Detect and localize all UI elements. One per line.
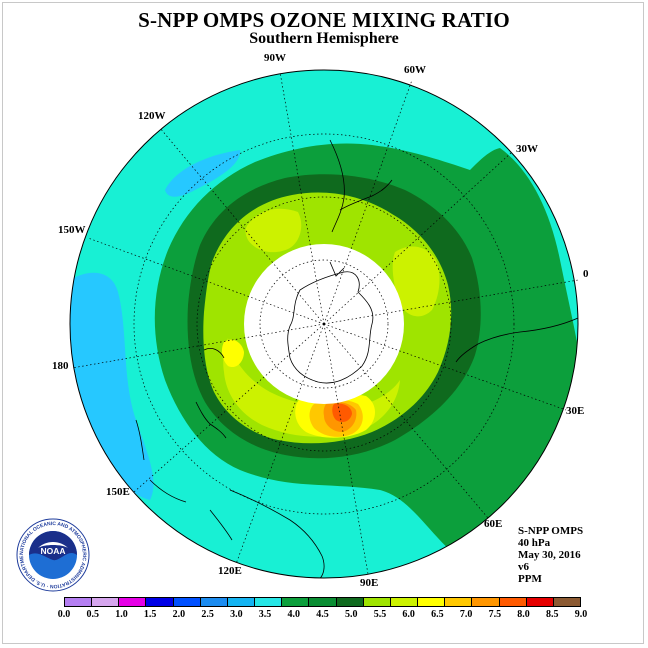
legend-tick-label: 1.5: [143, 609, 157, 620]
legend-swatch: [363, 598, 391, 606]
lon-label-150w: 150W: [58, 224, 86, 236]
ozone-band-5.5-north: [245, 208, 302, 253]
lon-label-30e: 30E: [566, 405, 585, 417]
legend-tick-label: 4.0: [287, 609, 301, 620]
noaa-logo-text: NOAA: [40, 546, 65, 556]
new-zealand-outline: [195, 348, 227, 439]
legend-swatch: [390, 598, 419, 606]
noaa-logo: NATIONAL OCEANIC AND ATMOSPHERIC ADMINIS…: [16, 518, 90, 592]
legend-tick-label: 3.0: [230, 609, 243, 620]
legend-swatch: [92, 598, 120, 606]
lon-label-120w: 120W: [138, 110, 166, 122]
legend-swatch: [526, 598, 554, 606]
info-version: v6: [518, 561, 529, 573]
lon-label-60w: 60W: [404, 64, 426, 76]
legend-tick-label: 5.0: [344, 609, 358, 620]
legend-tick-label: 2.5: [201, 609, 214, 620]
legend-swatch: [227, 598, 256, 606]
legend-swatch: [119, 598, 147, 606]
legend-tick-label: 7.5: [488, 609, 502, 620]
map-title: S-NPP OMPS OZONE MIXING RATIO: [138, 8, 510, 32]
legend-tick-label: 3.5: [258, 609, 272, 620]
legend-swatch: [418, 598, 446, 606]
info-level: 40 hPa: [518, 537, 551, 549]
lon-label-0: 0: [583, 268, 589, 280]
legend-swatch: [309, 598, 337, 606]
lon-label-150e: 150E: [106, 486, 130, 498]
ozone-low-patch-west: [70, 272, 154, 500]
legend-tick-label: 2.0: [172, 609, 186, 620]
legend-tick-label: 8.0: [517, 609, 530, 620]
info-date: May 30, 2016: [518, 549, 581, 561]
legend-swatch: [472, 598, 500, 606]
lon-label-90w: 90W: [264, 52, 286, 64]
legend-swatch: [336, 598, 364, 606]
legend-tick-label: 4.5: [316, 609, 329, 620]
africa-outline: [455, 317, 578, 363]
legend-swatch: [553, 598, 580, 606]
legend-swatch: [65, 598, 93, 606]
color-legend: [64, 597, 581, 607]
ozone-band-6.0-west: [221, 339, 244, 368]
legend-swatch: [445, 598, 473, 606]
legend-tick-label: 6.5: [431, 609, 444, 620]
lon-label-30w: 30W: [516, 143, 538, 155]
legend-swatch: [282, 598, 310, 606]
legend-tick-label: 1.0: [115, 609, 128, 620]
product-info: S-NPP OMPS 40 hPa May 30, 2016 v6 PPM: [518, 525, 583, 585]
legend-swatch: [200, 598, 228, 606]
asia-coast-outline: [135, 419, 187, 503]
legend-tick-label: 9.0: [574, 609, 588, 620]
legend-swatch: [499, 598, 527, 606]
lon-label-90e: 90E: [360, 577, 379, 589]
legend-swatch: [255, 598, 283, 606]
ozone-low-patch-north: [165, 150, 241, 197]
info-instrument: S-NPP OMPS: [518, 525, 584, 537]
australia-outline: [209, 489, 325, 578]
ozone-band-5.5-east: [392, 246, 440, 317]
legend-tick-label: 0.5: [86, 609, 99, 620]
south-america-outline: [329, 139, 393, 233]
lon-label-180: 180: [52, 360, 69, 372]
antarctica-coastline: [287, 261, 374, 384]
legend-tick-label: 7.0: [459, 609, 473, 620]
legend-tick-label: 6.0: [402, 609, 415, 620]
legend-tick-label: 0.0: [57, 609, 71, 620]
ozone-band-7.5: [332, 403, 352, 422]
graticule: [69, 69, 579, 579]
map-subtitle: Southern Hemisphere: [249, 30, 399, 47]
lon-label-60e: 60E: [484, 518, 503, 530]
info-units: PPM: [518, 573, 542, 585]
lon-label-120e: 120E: [218, 565, 242, 577]
legend-swatch: [173, 598, 201, 606]
legend-tick-label: 5.5: [373, 609, 387, 620]
legend-tick-label: 8.5: [546, 609, 559, 620]
legend-swatch: [146, 598, 174, 606]
